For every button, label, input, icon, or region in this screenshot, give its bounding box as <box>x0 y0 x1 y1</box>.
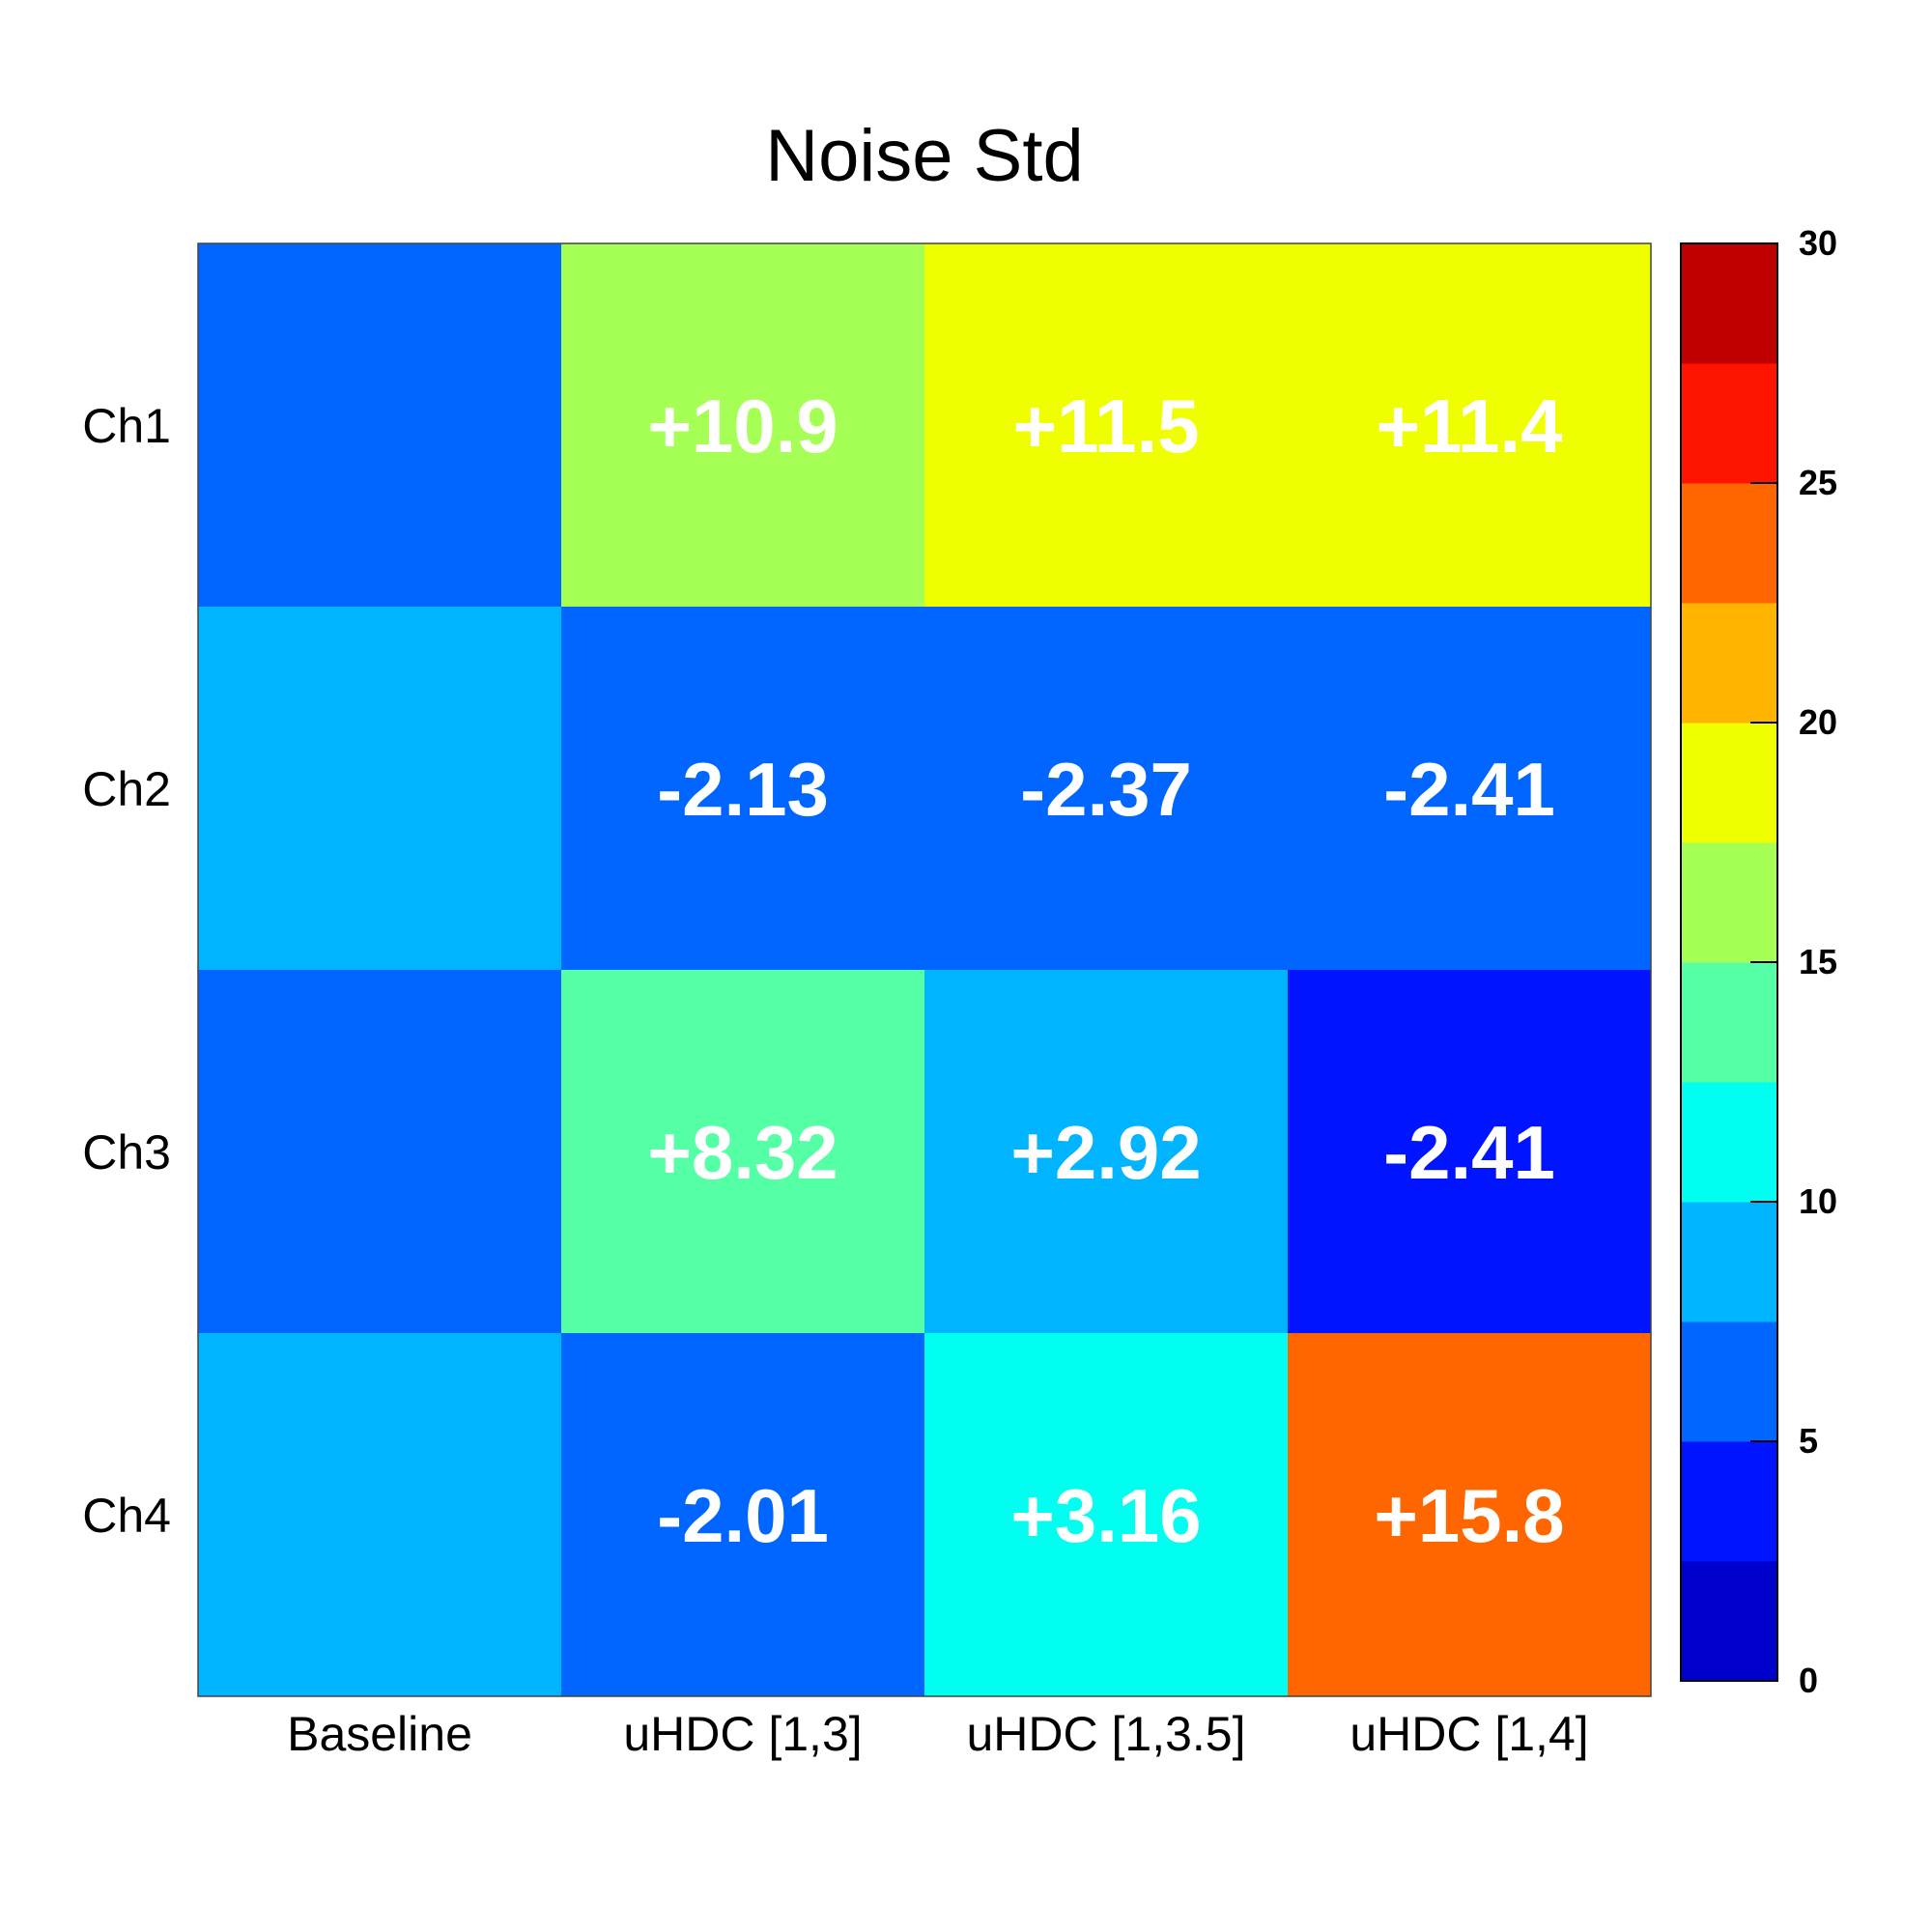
colorbar-tick-label: 0 <box>1799 1661 1818 1700</box>
heatmap-cells: +10.9 +11.5 +11.4 -2.13 -2.37 -2.41 +8.32 +2.92… <box>198 243 1652 1697</box>
colorbar-bin <box>1681 1321 1777 1442</box>
row-label-ch3: Ch3 <box>82 1125 171 1179</box>
heatmap-cell-r2-c2 <box>561 607 925 971</box>
heatmap-cell-r1-c1 <box>198 243 562 608</box>
colorbar-bin <box>1681 1441 1777 1562</box>
colorbar-bin <box>1681 243 1777 364</box>
cell-value-label: -2.01 <box>657 1473 829 1558</box>
row-label-ch2: Ch2 <box>82 762 171 816</box>
colorbar-bin <box>1681 842 1777 963</box>
heatmap-cell-r4-c4 <box>1288 1333 1652 1697</box>
row-label-ch4: Ch4 <box>82 1489 171 1543</box>
heatmap-cell-r1-c4 <box>1288 243 1652 608</box>
cell-value-label: +10.9 <box>647 384 838 469</box>
colorbar-tick-label: 20 <box>1799 702 1837 742</box>
cell-value-label: +2.92 <box>1010 1110 1201 1195</box>
cell-value-label: -2.13 <box>657 747 829 832</box>
colorbar-bin <box>1681 603 1777 724</box>
cell-value-label: -2.41 <box>1383 747 1555 832</box>
colorbar-tick-label: 10 <box>1799 1181 1837 1221</box>
column-label: uHDC [1,3.5] <box>966 1707 1245 1761</box>
heatmap-cell-r4-c3 <box>924 1333 1289 1697</box>
colorbar-bin <box>1681 1082 1777 1203</box>
colorbar-bin <box>1681 723 1777 843</box>
colorbar-tick-label: 5 <box>1799 1421 1818 1461</box>
heatmap-cell-r2-c4 <box>1288 607 1652 971</box>
colorbar: 0 5 10 15 20 25 30 <box>1680 223 1837 1700</box>
colorbar-bin <box>1681 483 1777 604</box>
heatmap-cell-r3-c3 <box>924 970 1289 1334</box>
colorbar-bin <box>1681 1561 1777 1682</box>
cell-value-label: +8.32 <box>647 1110 838 1195</box>
column-label: uHDC [1,4] <box>1350 1707 1588 1761</box>
row-labels: Ch1 Ch2 Ch3 Ch4 <box>82 399 171 1543</box>
column-label: uHDC [1,3] <box>623 1707 862 1761</box>
heatmap-cell-r4-c1 <box>198 1333 562 1697</box>
colorbar-bin <box>1681 1202 1777 1322</box>
colorbar-tick-label: 30 <box>1799 223 1837 263</box>
column-label: Baseline <box>287 1707 472 1761</box>
row-label-ch1: Ch1 <box>82 399 171 453</box>
plot-frame <box>197 242 1652 1697</box>
heatmap-cell-r4-c2 <box>561 1333 925 1697</box>
heatmap-cell-r3-c2 <box>561 970 925 1334</box>
cell-value-label: +3.16 <box>1010 1473 1201 1558</box>
cell-value-label: +15.8 <box>1374 1473 1564 1558</box>
heatmap-cell-r1-c2 <box>561 243 925 608</box>
chart-title: Noise Std <box>765 115 1084 197</box>
heatmap-cell-r2-c1 <box>198 607 562 971</box>
colorbar-bin <box>1681 363 1777 484</box>
heatmap-cell-r2-c3 <box>924 607 1289 971</box>
heatmap-cell-r3-c4 <box>1288 970 1652 1334</box>
heatmap-cell-r3-c1 <box>198 970 562 1334</box>
heatmap-cell-r1-c3 <box>924 243 1289 608</box>
colorbar-tick-label: 25 <box>1799 463 1837 502</box>
cell-value-label: +11.4 <box>1376 384 1562 469</box>
colorbar-bin <box>1681 962 1777 1083</box>
colorbar-tick-label: 15 <box>1799 942 1837 981</box>
cell-value-label: -2.37 <box>1020 747 1192 832</box>
column-labels: Baseline uHDC [1,3] uHDC [1,3.5] uHDC [1,4] <box>287 1707 1589 1761</box>
cell-value-label: +11.5 <box>1012 384 1199 469</box>
cell-value-label: -2.41 <box>1383 1110 1555 1195</box>
